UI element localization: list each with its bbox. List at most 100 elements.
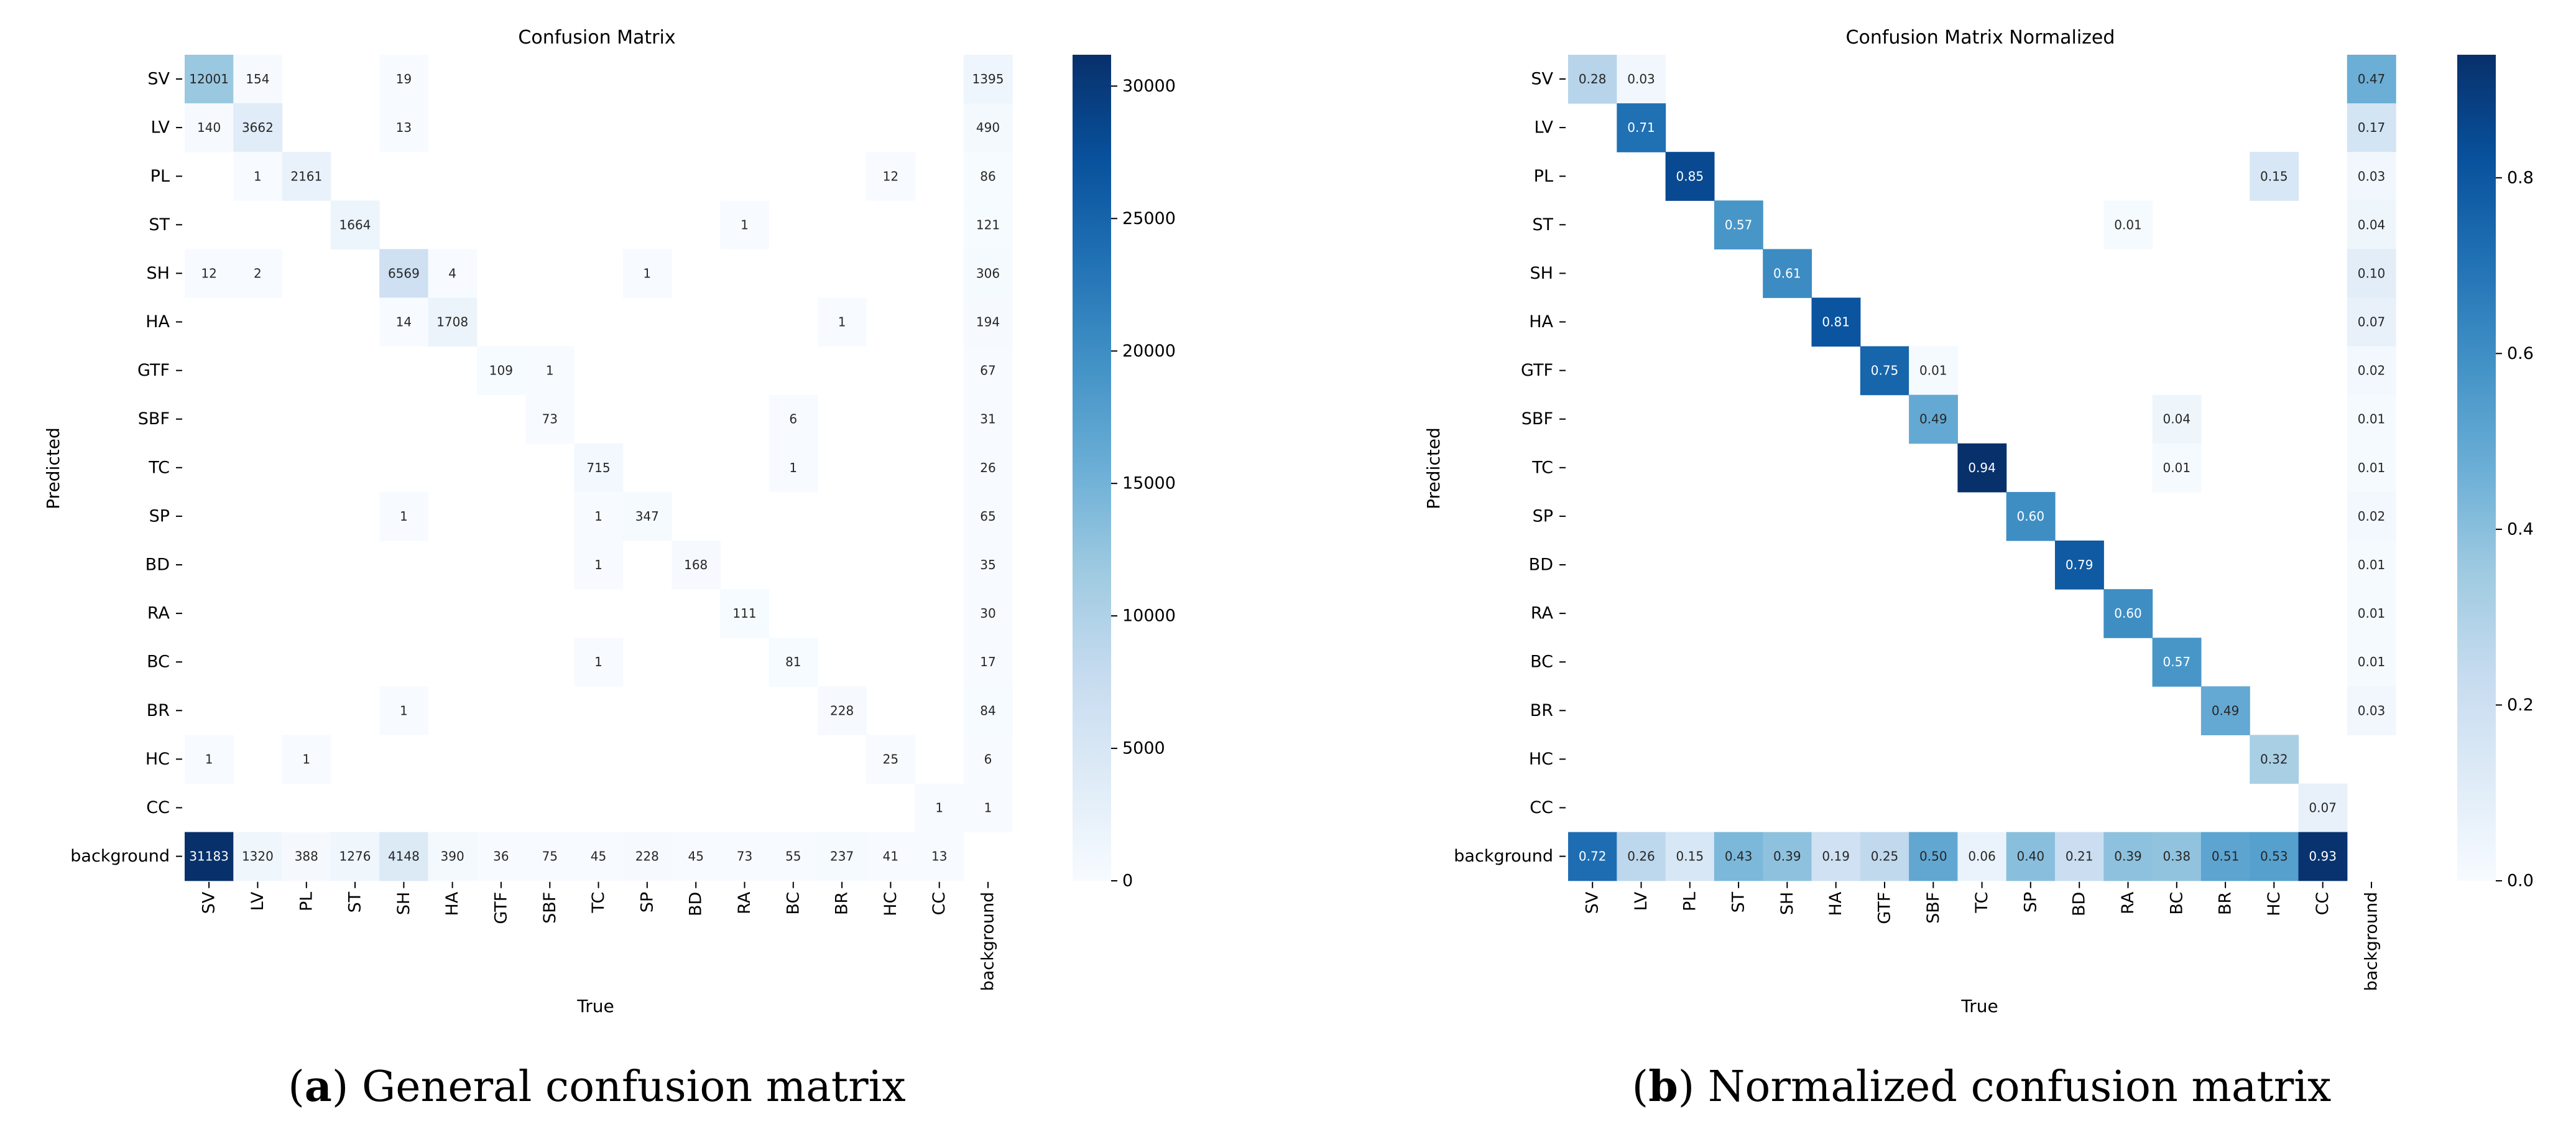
heatmap-cell (1860, 346, 1909, 396)
x-tick-label: CC (2313, 892, 2332, 916)
heatmap-cell (574, 443, 624, 493)
x-tick-label: background (979, 892, 998, 992)
x-tick-label: LV (1632, 891, 1651, 911)
heatmap-cell (379, 491, 429, 541)
x-tick-label: BC (783, 892, 803, 915)
y-tick-label: SH (1530, 264, 1553, 283)
heatmap-cell (2103, 200, 2153, 249)
heatmap-cell (622, 249, 672, 299)
cell-value-label: 0.01 (2163, 460, 2191, 475)
heatmap-cell (2347, 394, 2396, 444)
x-tick-label: SH (1778, 892, 1797, 915)
cell-value-label: 26 (980, 460, 995, 475)
heatmap-cell (525, 832, 575, 881)
cell-value-label: 390 (441, 849, 464, 864)
x-axis-label: True (1960, 996, 1998, 1016)
heatmap-cell (574, 638, 624, 687)
cell-value-label: 0.40 (2017, 849, 2045, 864)
y-tick-label: HA (1529, 312, 1553, 332)
cell-value-label: 65 (980, 509, 995, 524)
y-tick-label: SBF (1521, 409, 1553, 429)
heatmap-cell (428, 249, 478, 299)
heatmap-cell (1909, 832, 1958, 881)
heatmap-cell (963, 491, 1013, 541)
cell-value-label: 0.39 (2114, 849, 2142, 864)
cell-value-label: 25 (883, 751, 898, 766)
heatmap-cell (866, 735, 916, 784)
y-axis-label: Predicted (43, 427, 63, 509)
heatmap-cell (233, 55, 283, 104)
heatmap-cell (2347, 346, 2396, 396)
cell-value-label: 12001 (189, 72, 229, 86)
x-tick-label: background (2362, 892, 2381, 992)
cell-value-label: 490 (976, 120, 1000, 135)
heatmap-cell (769, 394, 818, 444)
heatmap-cell (915, 832, 964, 881)
cell-value-label: 1 (205, 751, 213, 766)
cell-value-label: 0.71 (1627, 120, 1655, 135)
cell-value-label: 1 (643, 266, 651, 281)
caption-a: (a) General confusion matrix (288, 1062, 905, 1112)
cell-value-label: 0.07 (2309, 801, 2337, 815)
heatmap-cell (2347, 686, 2396, 735)
y-tick-label: ST (149, 215, 170, 235)
cell-value-label: 109 (489, 363, 513, 378)
cell-value-label: 0.26 (1627, 849, 1655, 864)
cell-value-label: 0.51 (2212, 849, 2240, 864)
heatmap-cell (233, 103, 283, 152)
cell-value-label: 0.50 (1919, 849, 1947, 864)
cell-value-label: 0.02 (2358, 509, 2386, 524)
heatmap-cell (1617, 55, 1666, 104)
x-tick-label: RA (735, 891, 754, 914)
y-tick-label: SBF (138, 409, 170, 429)
cell-value-label: 0.03 (2358, 169, 2386, 184)
heatmap-cell (963, 686, 1013, 735)
heatmap-cell (2103, 589, 2153, 638)
heatmap-cell (379, 249, 429, 299)
y-tick-label: BC (1530, 653, 1553, 672)
x-tick-label: TC (589, 892, 608, 914)
heatmap-cell (2200, 832, 2250, 881)
cell-value-label: 0.61 (1773, 266, 1801, 281)
cell-value-label: 0.72 (1579, 849, 1607, 864)
cell-value-label: 1395 (972, 72, 1004, 86)
cell-value-label: 0.01 (2358, 654, 2386, 669)
cell-value-label: 0.57 (1725, 217, 1753, 232)
caption-letter: b (1648, 1062, 1678, 1112)
heatmap-cell (1714, 832, 1763, 881)
cell-value-label: 0.01 (2358, 557, 2386, 572)
heatmap-cell (2347, 249, 2396, 299)
cell-value-label: 168 (684, 557, 708, 572)
colorbar-tick-label: 15000 (1122, 474, 1176, 493)
cell-value-label: 2161 (290, 169, 322, 184)
cell-value-label: 30 (980, 606, 995, 621)
heatmap-cell (963, 200, 1013, 249)
cell-value-label: 0.06 (1968, 849, 1996, 864)
cell-value-label: 1708 (436, 315, 468, 330)
y-tick-label: BD (1529, 555, 1553, 575)
x-tick-label: SH (394, 892, 413, 915)
heatmap-cell (769, 443, 818, 493)
heatmap-cell (476, 832, 526, 881)
y-tick-label: LV (150, 118, 170, 137)
heatmap-cell (2250, 152, 2299, 201)
colorbar-tick-label: 30000 (1122, 77, 1176, 96)
cell-value-label: 306 (976, 266, 1000, 281)
cell-value-label: 0.01 (2114, 217, 2142, 232)
heatmap-cell (963, 346, 1013, 396)
heatmap-cell (282, 735, 331, 784)
y-tick-label: TC (1531, 458, 1553, 477)
y-tick-label: BC (147, 653, 170, 672)
heatmap-cell (1568, 832, 1617, 881)
caption-text: Normalized confusion matrix (1694, 1062, 2331, 1112)
heatmap-cell (2152, 394, 2202, 444)
heatmap-cell (963, 55, 1013, 104)
y-tick-label: background (70, 847, 170, 866)
x-tick-label: BD (686, 892, 706, 916)
y-tick-label: CC (146, 798, 170, 817)
colorbar-ticks: 0 5000 10000 15000 20000 25000 30000 (1111, 77, 1176, 891)
heatmap-cell (963, 443, 1013, 493)
y-tick-label: background (1454, 847, 1553, 866)
heatmap-cell (2347, 491, 2396, 541)
